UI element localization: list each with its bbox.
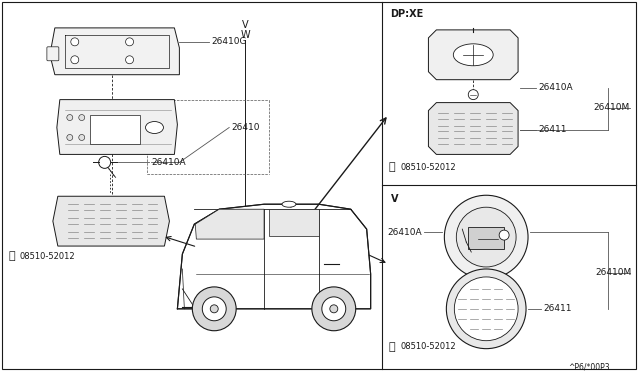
Circle shape bbox=[67, 135, 73, 141]
Text: 26410A: 26410A bbox=[152, 158, 186, 167]
Text: 26411: 26411 bbox=[543, 304, 572, 313]
Text: DP:XE: DP:XE bbox=[390, 9, 424, 19]
Circle shape bbox=[99, 156, 111, 169]
Ellipse shape bbox=[453, 44, 493, 66]
Circle shape bbox=[456, 207, 516, 267]
Text: W: W bbox=[240, 30, 250, 40]
Circle shape bbox=[322, 297, 346, 321]
Polygon shape bbox=[53, 196, 170, 246]
Polygon shape bbox=[428, 30, 518, 80]
Polygon shape bbox=[177, 204, 371, 309]
Circle shape bbox=[312, 287, 356, 331]
Circle shape bbox=[79, 135, 84, 141]
Circle shape bbox=[202, 297, 226, 321]
FancyBboxPatch shape bbox=[47, 47, 59, 61]
Text: ^P6/*00P3: ^P6/*00P3 bbox=[568, 362, 609, 371]
Circle shape bbox=[79, 115, 84, 121]
Text: 08510-52012: 08510-52012 bbox=[401, 342, 456, 351]
Circle shape bbox=[71, 38, 79, 46]
Ellipse shape bbox=[145, 122, 163, 134]
Text: 26410M: 26410M bbox=[596, 269, 632, 278]
Circle shape bbox=[454, 277, 518, 341]
Text: Ⓢ: Ⓢ bbox=[8, 251, 15, 261]
Circle shape bbox=[330, 305, 338, 313]
Circle shape bbox=[125, 38, 134, 46]
Polygon shape bbox=[269, 209, 319, 236]
Circle shape bbox=[125, 56, 134, 64]
Circle shape bbox=[446, 269, 526, 349]
Text: 26410A: 26410A bbox=[388, 228, 422, 237]
Text: 26410: 26410 bbox=[231, 123, 260, 132]
Circle shape bbox=[211, 305, 218, 313]
Text: 08510-52012: 08510-52012 bbox=[401, 163, 456, 172]
Circle shape bbox=[444, 195, 528, 279]
Text: 26410A: 26410A bbox=[538, 83, 573, 92]
Ellipse shape bbox=[282, 201, 296, 207]
Bar bbox=[90, 115, 140, 144]
Polygon shape bbox=[428, 103, 518, 154]
Circle shape bbox=[71, 56, 79, 64]
Text: V: V bbox=[242, 20, 248, 30]
Polygon shape bbox=[195, 209, 264, 239]
Text: Ⓢ: Ⓢ bbox=[388, 162, 396, 172]
Circle shape bbox=[67, 115, 73, 121]
Text: 26410M: 26410M bbox=[594, 103, 630, 112]
Polygon shape bbox=[57, 100, 177, 154]
Text: 26410G: 26410G bbox=[211, 37, 247, 46]
Circle shape bbox=[468, 90, 478, 100]
Bar bbox=[468, 227, 504, 249]
Circle shape bbox=[193, 287, 236, 331]
Text: V: V bbox=[390, 194, 398, 204]
Polygon shape bbox=[50, 28, 179, 75]
Text: Ⓢ: Ⓢ bbox=[388, 341, 396, 352]
Text: 26411: 26411 bbox=[538, 125, 566, 134]
Circle shape bbox=[499, 230, 509, 240]
Text: 08510-52012: 08510-52012 bbox=[20, 251, 76, 260]
